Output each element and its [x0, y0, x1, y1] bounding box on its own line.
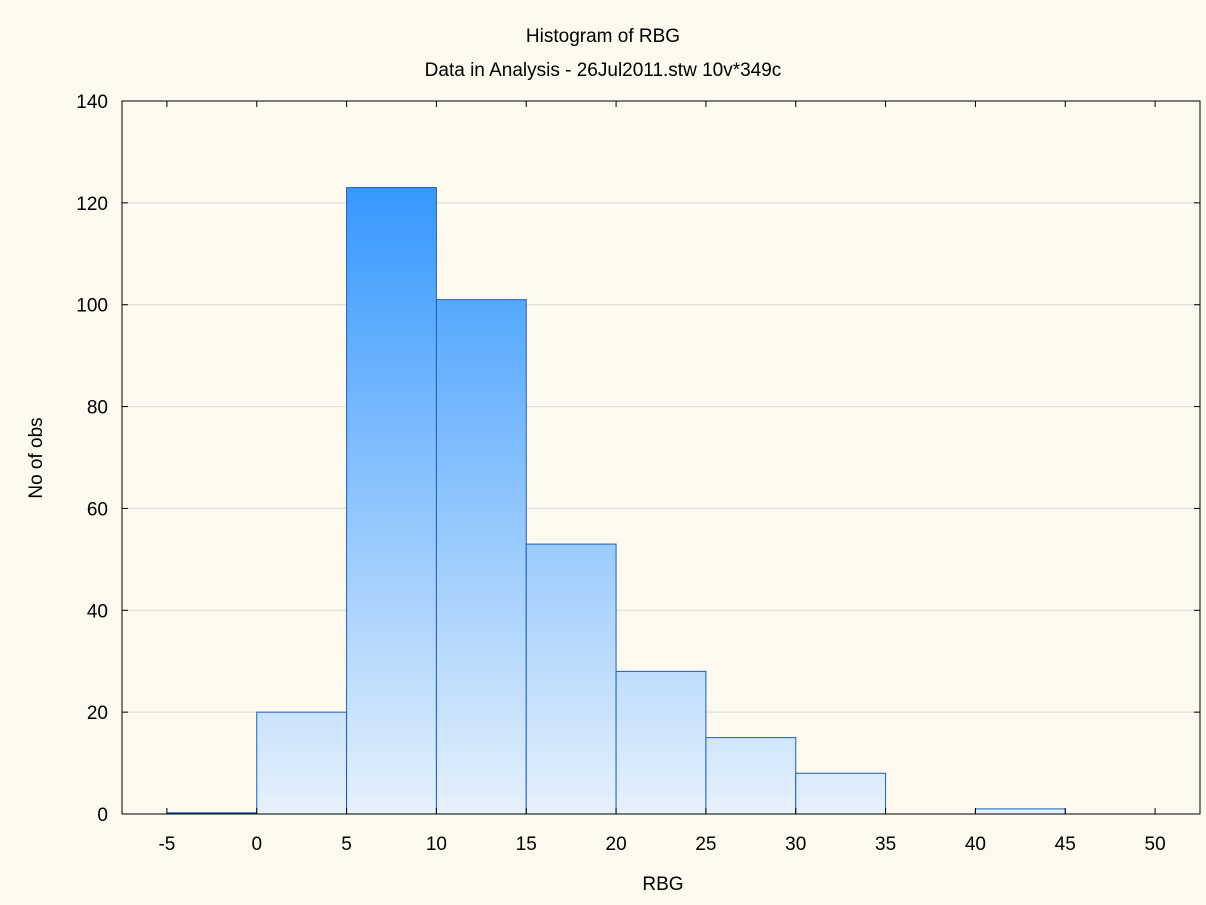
- axes: [121, 100, 1201, 815]
- x-tick-label: 15: [516, 834, 537, 855]
- chart-subtitle: Data in Analysis - 26Jul2011.stw 10v*349…: [425, 60, 782, 81]
- y-tick-label: 140: [76, 92, 108, 113]
- x-tick-label: 30: [785, 834, 806, 855]
- x-tick-label: 25: [695, 834, 716, 855]
- y-tick-label: 80: [87, 398, 108, 419]
- histogram-bar: [615, 670, 707, 815]
- x-tick-label: 0: [251, 834, 262, 855]
- y-tick-label: 60: [87, 499, 108, 520]
- y-tick-label: 20: [87, 703, 108, 724]
- x-tick-label: 20: [606, 834, 627, 855]
- x-tick-label: 5: [341, 834, 352, 855]
- histogram-bars: [166, 187, 1066, 815]
- x-tick-label: 45: [1055, 834, 1076, 855]
- gridlines: [122, 202, 1200, 713]
- y-tick-label: 120: [76, 194, 108, 215]
- y-tick-label: 0: [97, 805, 108, 826]
- histogram-bar: [974, 808, 1066, 815]
- x-tick-label: 35: [875, 834, 896, 855]
- x-tick-label: 50: [1145, 834, 1166, 855]
- tick-labels: 0 20 40 60 80 100 120 140 -5 0 5 10 15 20 25 30 35 40 45 50: [76, 92, 1165, 855]
- y-tick-label: 40: [87, 601, 108, 622]
- y-tick-label: 100: [76, 296, 108, 317]
- x-tick-label: -5: [158, 834, 175, 855]
- histogram-bar: [705, 737, 797, 815]
- x-tick-label: 10: [426, 834, 447, 855]
- histogram-bar: [795, 772, 887, 815]
- chart-title: Histogram of RBG: [526, 26, 680, 47]
- x-axis-label: RBG: [642, 874, 683, 895]
- y-axis-label: No of obs: [26, 417, 47, 498]
- plot-frame: [121, 100, 1201, 815]
- histogram-bar: [435, 299, 527, 815]
- histogram-bar: [525, 543, 617, 815]
- x-tick-label: 40: [965, 834, 986, 855]
- histogram-bar: [346, 187, 437, 815]
- histogram-bar: [256, 711, 348, 815]
